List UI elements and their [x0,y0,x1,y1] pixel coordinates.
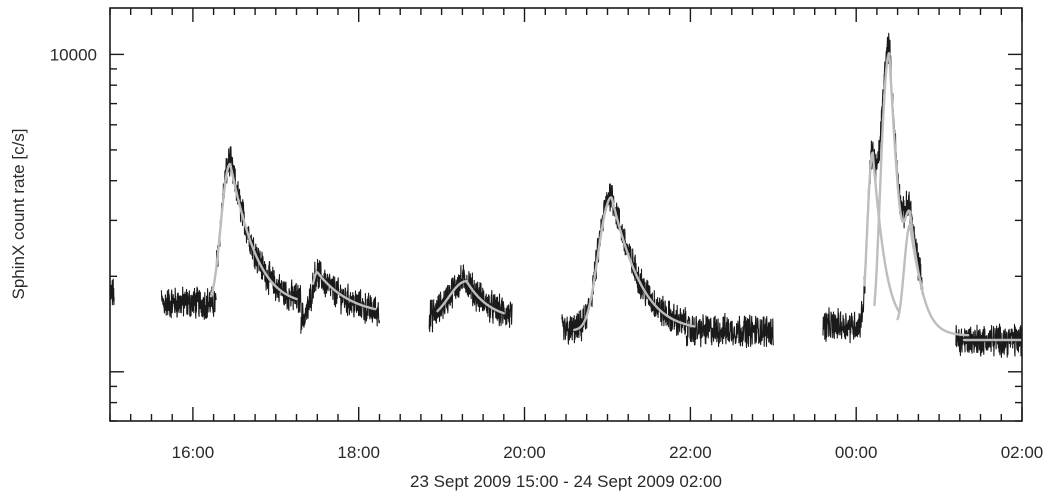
x-tick-label-6: 02:00 [1001,443,1044,462]
data-segment-3 [215,146,302,313]
data-segment-10 [955,323,1023,358]
axis-ticks [109,8,1023,422]
fit-layer [209,52,1024,342]
data-segment-2 [160,286,217,320]
x-tick-label-1: 16:00 [172,443,215,462]
y-axis-title: SphinX count rate [c/s] [9,128,28,299]
x-tick-label-2: 18:00 [337,443,380,462]
fit-curve-6 [873,52,970,337]
data-segment-7 [685,312,774,349]
x-tick-label-5: 00:00 [835,443,878,462]
fit-curve-1 [209,162,298,301]
fit-curve-5 [863,151,901,314]
axis-labels: 16:00 18:00 20:00 22:00 00:00 02:00 10000 [50,45,1044,462]
data-segment-5 [428,264,513,333]
fit-curve-4 [573,196,696,332]
data-segment-4 [300,258,381,334]
fit-curve-3 [436,280,505,315]
x-tick-label-4: 22:00 [669,443,712,462]
fit-curve-2 [311,271,377,311]
x-tick-label-3: 20:00 [503,443,546,462]
fit-curve-7 [896,223,924,321]
y-tick-label-1: 10000 [50,45,97,64]
x-axis-title: 23 Sept 2009 15:00 - 24 Sept 2009 02:00 [410,472,722,491]
data-segment-6 [561,183,687,345]
